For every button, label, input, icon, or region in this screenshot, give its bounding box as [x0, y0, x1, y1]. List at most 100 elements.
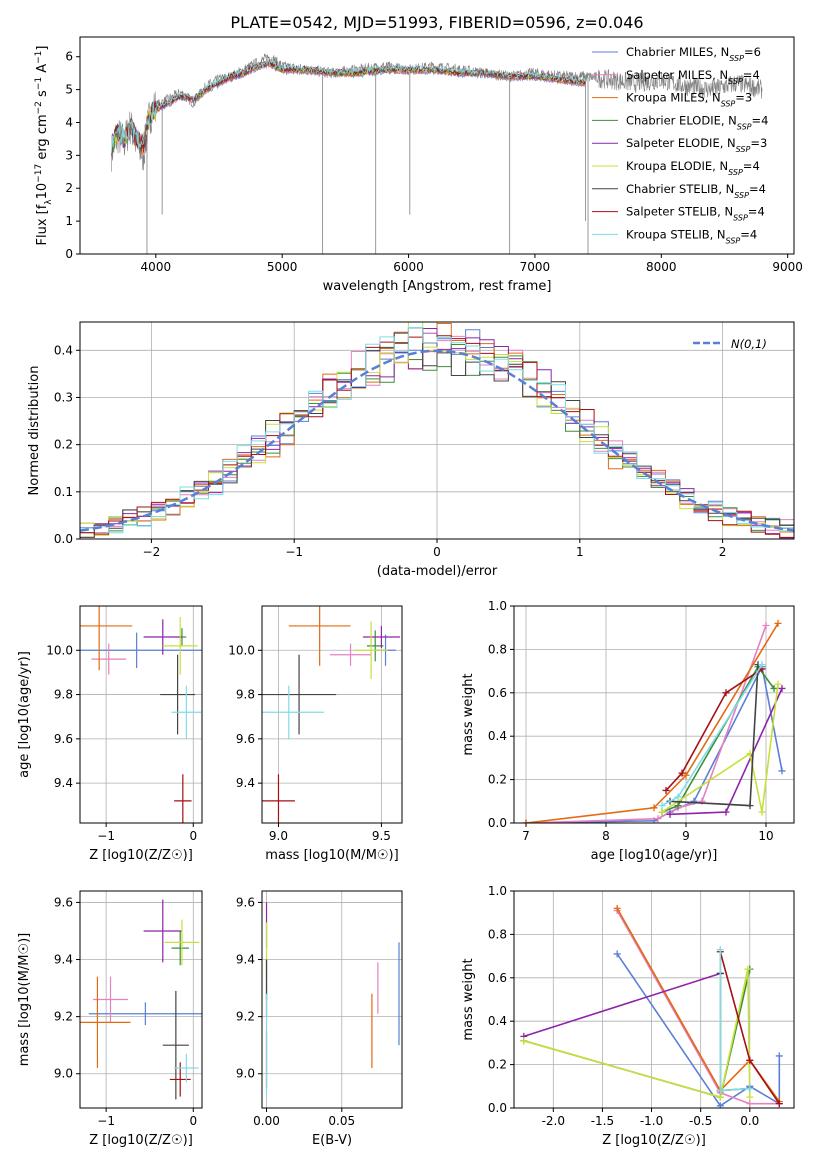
y-tick-label: 9.2 [54, 1010, 73, 1024]
y-tick-label: 0 [65, 247, 73, 261]
legend-nssp-sub: SSP [728, 168, 743, 177]
x-tick-label: −1 [97, 829, 115, 843]
y-tick-label: 9.4 [54, 776, 73, 790]
weight-line [523, 968, 751, 1099]
residual-histogram [80, 322, 794, 536]
x-tick-label: −1 [285, 545, 303, 559]
y-tick-label: 9.8 [54, 688, 73, 702]
legend-label: Salpeter ELODIE, NSSP=3 [626, 136, 767, 154]
y-axis-label: mass weight [461, 958, 476, 1040]
x-tick-label: 0 [189, 829, 197, 843]
y-tick-label: 6 [65, 50, 73, 64]
legend-nssp-value: 4 [759, 182, 766, 196]
x-tick-label: 0 [189, 1114, 197, 1128]
plus-marker [770, 684, 778, 692]
legend-nssp-prefix: , N [710, 227, 726, 241]
y-tick-label: 9.6 [236, 732, 255, 746]
panel-weight_vs_age: 7 8 9 10 0.0 0.2 0.4 0.6 0.8 1.0 age [log10(age/yr… [461, 599, 795, 863]
legend-label: Chabrier STELIB, NSSP=4 [626, 182, 766, 200]
y-tick-label: 0.3 [54, 390, 73, 404]
legend-nssp-prefix: , N [720, 136, 736, 150]
x-axis-label: Z [log10(Z/Z☉)] [602, 1133, 706, 1148]
legend-label: Kroupa STELIB, NSSP=4 [626, 227, 757, 245]
x-tick-label: 0.00 [253, 1114, 280, 1128]
legend-nssp-value: 6 [754, 45, 761, 59]
plus-marker [650, 804, 658, 812]
legend-nssp-prefix: , N [713, 45, 729, 59]
errorbar-point [80, 976, 131, 1069]
x-tick-label: −1 [97, 1114, 115, 1128]
weight-line [523, 972, 721, 1038]
axes-frame [513, 605, 795, 824]
axes-frame [79, 890, 203, 1109]
plus-marker [613, 904, 621, 912]
legend-series-name: Salpeter ELODIE [626, 136, 720, 150]
legend-eq: = [743, 68, 753, 82]
errorbar-point [288, 606, 351, 666]
plus-marker [746, 1100, 754, 1108]
y-tick-label: 0.6 [488, 971, 507, 985]
y-tick-label: 0.0 [488, 816, 507, 830]
weight-line [525, 625, 767, 823]
x-tick-label: 0.05 [328, 1114, 355, 1128]
x-tick-label: 7000 [520, 260, 551, 274]
x-tick-label: 9.0 [269, 829, 288, 843]
plus-marker [716, 1102, 724, 1108]
legend-label: Chabrier MILES, NSSP=6 [626, 45, 761, 63]
plot-area-age_vs_mass [262, 606, 400, 823]
legend-nssp-value: 4 [752, 159, 759, 173]
y-label-part: A [35, 64, 50, 77]
y-tick-label: 0.6 [488, 686, 507, 700]
plot-area-weight_vs_age [522, 619, 786, 823]
plus-marker [774, 619, 782, 627]
y-tick-label: 5 [65, 83, 73, 97]
legend-series-name: Chabrier STELIB [626, 182, 718, 196]
plus-marker [520, 1037, 528, 1045]
legend-nssp-sub: SSP [728, 76, 743, 85]
y-tick-label: 1 [65, 214, 73, 228]
plus-marker [758, 661, 766, 669]
legend: N(0,1) [693, 337, 767, 351]
plus-marker [716, 946, 724, 954]
x-tick-label: 8 [602, 829, 610, 843]
y-tick-label: 9.0 [236, 1067, 255, 1081]
legend-eq: = [749, 182, 759, 196]
x-tick-label: 9 [682, 829, 690, 843]
panel-mass_vs_Z: −1 0 9.0 9.2 9.4 9.6 Z [log10(Z/Z☉)] mass [log1… [17, 890, 203, 1148]
errorbar-point [354, 621, 388, 680]
y-tick-label: 0.4 [488, 1014, 507, 1028]
plot-area-residuals [80, 322, 794, 539]
legend-nssp-sub: SSP [734, 190, 749, 199]
plus-marker [778, 767, 786, 775]
y-tick-label: 9.6 [54, 732, 73, 746]
x-tick-label: 10 [758, 829, 773, 843]
panel-spectrum: 4000 5000 6000 7000 8000 90000123456wavelengt… [34, 36, 803, 294]
weight-line [616, 910, 780, 1105]
x-tick-label: 9000 [772, 260, 803, 274]
plus-marker [666, 810, 674, 818]
errorbar-point [160, 654, 196, 735]
legend-nssp-sub: SSP [729, 54, 744, 63]
plus-marker [775, 1100, 783, 1108]
y-tick-label: 0.1 [54, 485, 73, 499]
legend-eq: = [744, 45, 754, 59]
legend-eq: = [750, 136, 760, 150]
plot-area-mass_vs_Z [80, 899, 202, 1100]
legend-eq: = [743, 159, 753, 173]
legend-nssp-value: 4 [757, 205, 764, 219]
y-tick-label: 0.4 [54, 343, 73, 357]
axes-frame [79, 605, 203, 824]
legend-nssp-value: 3 [745, 91, 752, 105]
y-tick-label: 2 [65, 181, 73, 195]
plus-marker [658, 802, 666, 810]
x-tick-label: -1.0 [640, 1114, 663, 1128]
legend-eq: = [752, 113, 762, 127]
plus-marker [674, 793, 682, 801]
y-tick-label: 9.4 [54, 953, 73, 967]
errorbar-point [164, 919, 200, 966]
weight-line [525, 622, 779, 823]
x-tick-label: -2.0 [542, 1114, 565, 1128]
panel-age_vs_Z: −1 0 9.4 9.6 9.8 10.0 Z [log10(Z/Z☉)] age [log1… [17, 605, 203, 863]
y-label-part: erg cm [35, 114, 50, 163]
